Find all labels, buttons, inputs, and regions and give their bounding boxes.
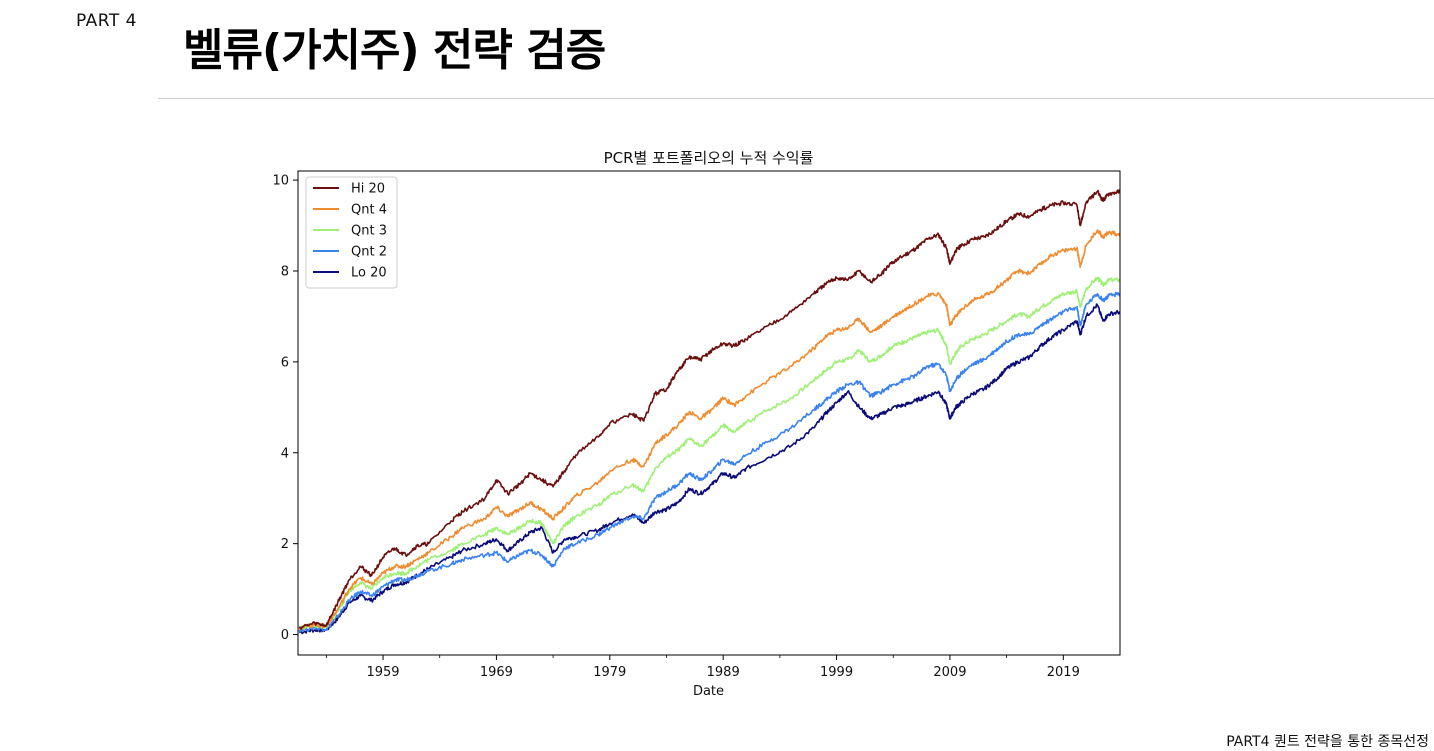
- y-tick-label: 8: [281, 264, 289, 279]
- x-tick-label: 1979: [593, 665, 626, 680]
- chart-title: PCR별 포트폴리오의 누적 수익률: [604, 149, 814, 167]
- part-label: PART 4: [76, 11, 137, 31]
- y-tick-label: 0: [281, 628, 289, 643]
- y-tick-label: 2: [281, 537, 289, 552]
- legend-box: [305, 176, 398, 289]
- legend-label: Qnt 2: [351, 245, 387, 260]
- series-line-hi-20: [298, 189, 1121, 630]
- x-axis: 1959 1969 1979 1989 1999 2009 2019: [325, 655, 1080, 680]
- footer-caption: PART4 퀀트 전략을 통한 종목선정: [1226, 734, 1429, 750]
- legend-label: Qnt 4: [351, 203, 387, 218]
- x-tick-label: 1969: [480, 665, 513, 680]
- legend-label: Qnt 3: [351, 224, 387, 239]
- x-tick-label: 1989: [707, 665, 740, 680]
- x-tick-label: 1999: [820, 665, 853, 680]
- y-tick-label: 10: [272, 174, 289, 189]
- plot-area: [297, 170, 1121, 656]
- legend-label: Lo 20: [351, 266, 387, 281]
- series-line-qnt-3: [298, 276, 1121, 630]
- series-line-qnt-2: [298, 291, 1121, 633]
- header-divider: [158, 98, 1434, 99]
- x-tick-label: 1959: [366, 665, 399, 680]
- plot-frame: [297, 170, 1121, 656]
- chart-legend: Hi 20 Qnt 4 Qnt 3 Qnt 2 Lo 20: [305, 176, 398, 289]
- series-line-qnt-4: [298, 229, 1121, 631]
- y-tick-label: 4: [281, 446, 289, 461]
- y-tick-label: 6: [281, 355, 289, 370]
- legend-label: Hi 20: [351, 182, 385, 197]
- series-line-lo-20: [299, 303, 1121, 635]
- x-tick-label: 2019: [1047, 665, 1080, 680]
- y-axis: 0 2 4 6 8 10: [272, 174, 298, 643]
- page-title: 벨류(가치주) 전략 검증: [183, 25, 606, 76]
- x-tick-label: 2009: [933, 665, 966, 680]
- x-axis-label: Date: [693, 684, 724, 699]
